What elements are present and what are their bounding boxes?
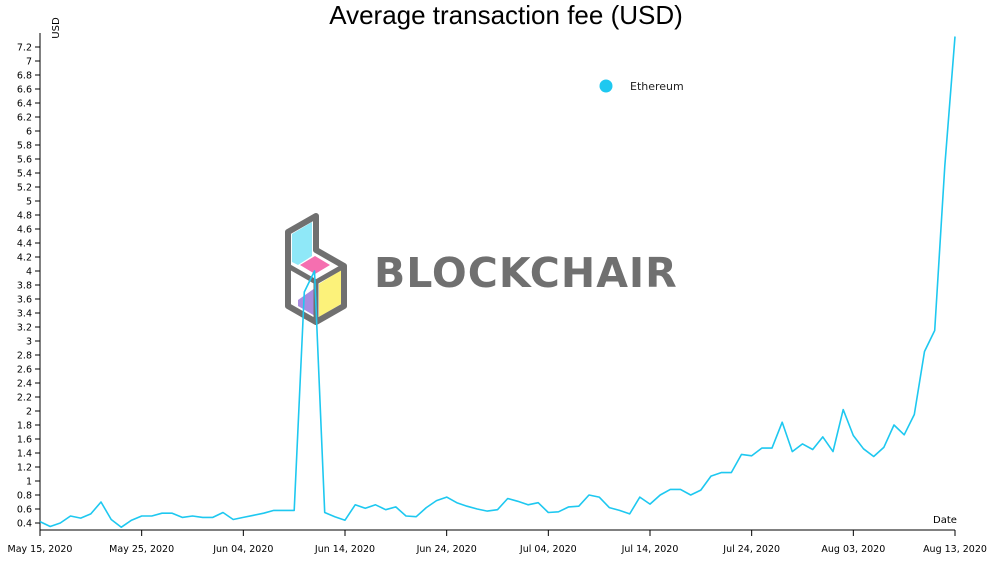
- axes: 0.4 0.6 0.8 1 1.2 1.4 1.6 1.8 2 2.2 2.4 2.6 2.8 3 3.2 3…: [8, 17, 987, 555]
- y-tick-label: 5.6: [17, 155, 32, 166]
- y-tick-label: 6.6: [17, 85, 32, 96]
- y-tick-label: 2.2: [17, 393, 32, 404]
- x-tick-label: May 25, 2020: [109, 544, 174, 555]
- y-tick-label: 2: [26, 407, 32, 418]
- y-tick-label: 4.6: [17, 225, 32, 236]
- watermark-text: BLOCKCHAIR: [374, 249, 678, 297]
- x-tick-label: May 15, 2020: [8, 544, 73, 555]
- y-tick-label: 4.8: [17, 211, 32, 222]
- blockchair-logo-icon: [285, 213, 347, 325]
- y-tick-label: 7: [26, 57, 32, 68]
- x-tick-label: Jul 24, 2020: [722, 544, 780, 555]
- y-tick-label: 4.2: [17, 253, 32, 264]
- y-tick-label: 5.2: [17, 183, 32, 194]
- legend-label-ethereum: Ethereum: [630, 80, 684, 93]
- legend-swatch: [599, 79, 613, 93]
- x-tick-label: Jun 14, 2020: [314, 544, 375, 555]
- y-tick-label: 6: [26, 127, 32, 138]
- y-tick-label: 1.6: [17, 435, 32, 446]
- y-tick-label: 5.4: [17, 169, 32, 180]
- y-tick-label: 0.4: [17, 519, 32, 530]
- x-tick-label: Jul 14, 2020: [621, 544, 679, 555]
- y-tick-label: 0.8: [17, 491, 32, 502]
- x-tick-label: Aug 13, 2020: [923, 544, 987, 555]
- x-axis-title: Date: [933, 515, 957, 526]
- x-tick-label: Jul 04, 2020: [519, 544, 577, 555]
- y-tick-label: 1.4: [17, 449, 32, 460]
- y-tick-label: 4: [26, 267, 32, 278]
- y-tick-label: 1.2: [17, 463, 32, 474]
- y-tick-label: 3: [26, 337, 32, 348]
- y-tick-label: 3.2: [17, 323, 32, 334]
- y-tick-label: 2.4: [17, 379, 32, 390]
- legend: Ethereum: [599, 79, 684, 93]
- y-tick-label: 3.8: [17, 281, 32, 292]
- chart-title: Average transaction fee (USD): [329, 0, 683, 30]
- y-tick-label: 3.6: [17, 295, 32, 306]
- y-tick-label: 6.8: [17, 71, 32, 82]
- series-line-ethereum: [39, 36, 956, 529]
- y-tick-label: 6.4: [17, 99, 32, 110]
- blockchair-watermark: BLOCKCHAIR: [285, 213, 678, 325]
- y-tick-label: 2.6: [17, 365, 32, 376]
- x-tick-label: Jun 04, 2020: [212, 544, 273, 555]
- y-tick-label: 5.8: [17, 141, 32, 152]
- y-tick-label: 3.4: [17, 309, 32, 320]
- y-tick-label: 5: [26, 197, 32, 208]
- y-tick-label: 1: [26, 477, 32, 488]
- plot-area: [39, 36, 956, 529]
- y-tick-label: 0.6: [17, 505, 32, 516]
- y-tick-label: 7.2: [17, 43, 32, 54]
- x-tick-label: Aug 03, 2020: [821, 544, 885, 555]
- x-tick-label: Jun 24, 2020: [416, 544, 477, 555]
- y-tick-label: 2.8: [17, 351, 32, 362]
- y-tick-label: 6.2: [17, 113, 32, 124]
- y-tick-label: 1.8: [17, 421, 32, 432]
- y-tick-label: 4.4: [17, 239, 32, 250]
- y-axis-title: USD: [51, 17, 62, 39]
